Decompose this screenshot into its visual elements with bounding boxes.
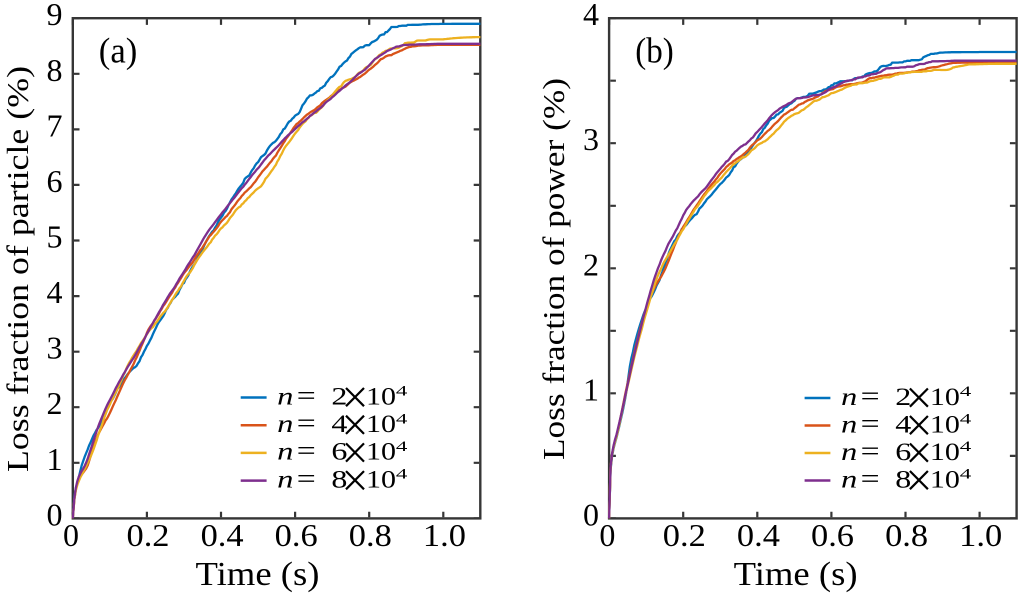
svg-text:4: 4 xyxy=(396,439,408,455)
svg-text:0: 0 xyxy=(599,517,615,553)
svg-text:0.4: 0.4 xyxy=(737,517,780,553)
svg-text:2: 2 xyxy=(47,385,63,421)
svg-text:4: 4 xyxy=(960,384,972,400)
svg-text:Loss fraction of power (%): Loss fraction of power (%) xyxy=(536,78,571,460)
svg-text:Time (s): Time (s) xyxy=(734,556,858,593)
svg-text:9: 9 xyxy=(47,0,63,32)
svg-text:0.6: 0.6 xyxy=(811,517,854,553)
svg-text:3: 3 xyxy=(583,121,599,157)
svg-text:=: = xyxy=(297,408,316,438)
svg-text:4: 4 xyxy=(583,0,599,32)
svg-text:4: 4 xyxy=(960,439,972,455)
svg-text:7: 7 xyxy=(47,107,63,143)
svg-text:10: 10 xyxy=(930,466,960,493)
svg-text:0: 0 xyxy=(63,517,79,553)
svg-text:Loss fraction of particle (%): Loss fraction of particle (%) xyxy=(0,66,35,472)
svg-text:3: 3 xyxy=(47,330,63,366)
svg-text:10: 10 xyxy=(366,383,396,410)
svg-text:(b): (b) xyxy=(635,30,674,70)
svg-text:n: n xyxy=(841,411,857,438)
svg-text:n: n xyxy=(277,466,293,493)
svg-text:4: 4 xyxy=(960,412,972,428)
svg-text:0.2: 0.2 xyxy=(127,517,170,553)
svg-text:=: = xyxy=(861,436,880,466)
svg-text:n: n xyxy=(841,384,857,411)
svg-text:1: 1 xyxy=(47,441,63,477)
svg-text:6: 6 xyxy=(895,439,911,466)
svg-text:4: 4 xyxy=(960,467,972,483)
svg-text:n: n xyxy=(841,439,857,466)
svg-text:4: 4 xyxy=(396,467,408,483)
svg-text:0: 0 xyxy=(47,496,63,532)
svg-text:4: 4 xyxy=(396,384,408,400)
svg-text:10: 10 xyxy=(930,439,960,466)
svg-text:1: 1 xyxy=(583,371,599,407)
svg-text:2: 2 xyxy=(583,246,599,282)
svg-text:8: 8 xyxy=(47,52,63,88)
svg-text:4: 4 xyxy=(47,274,63,310)
svg-text:1.0: 1.0 xyxy=(423,517,466,553)
svg-text:0: 0 xyxy=(583,496,599,532)
svg-text:=: = xyxy=(297,380,316,410)
svg-text:0.8: 0.8 xyxy=(349,517,392,553)
svg-text:6: 6 xyxy=(47,163,63,199)
svg-text:n: n xyxy=(277,383,293,410)
svg-text:=: = xyxy=(861,381,880,411)
svg-text:n: n xyxy=(277,439,293,466)
svg-text:8: 8 xyxy=(331,466,347,493)
svg-text:2: 2 xyxy=(331,383,347,410)
svg-text:1.0: 1.0 xyxy=(959,517,1002,553)
svg-text:0.6: 0.6 xyxy=(275,517,318,553)
svg-text:=: = xyxy=(297,436,316,466)
svg-text:10: 10 xyxy=(366,466,396,493)
svg-text:=: = xyxy=(297,463,316,493)
svg-text:4: 4 xyxy=(331,411,348,438)
svg-text:0.8: 0.8 xyxy=(885,517,928,553)
svg-text:0.4: 0.4 xyxy=(201,517,244,553)
svg-text:n: n xyxy=(277,411,293,438)
svg-text:5: 5 xyxy=(47,219,63,255)
svg-text:=: = xyxy=(861,408,880,438)
svg-text:0.2: 0.2 xyxy=(663,517,706,553)
svg-text:10: 10 xyxy=(930,411,960,438)
svg-text:10: 10 xyxy=(366,439,396,466)
svg-text:4: 4 xyxy=(895,411,912,438)
svg-text:=: = xyxy=(861,463,880,493)
svg-text:10: 10 xyxy=(366,411,396,438)
svg-text:8: 8 xyxy=(895,466,911,493)
svg-text:(a): (a) xyxy=(99,30,138,70)
svg-text:4: 4 xyxy=(396,411,408,427)
svg-text:n: n xyxy=(841,466,857,493)
svg-text:10: 10 xyxy=(930,384,960,411)
svg-text:Time (s): Time (s) xyxy=(196,556,320,593)
svg-text:6: 6 xyxy=(331,439,347,466)
svg-text:2: 2 xyxy=(895,384,911,411)
